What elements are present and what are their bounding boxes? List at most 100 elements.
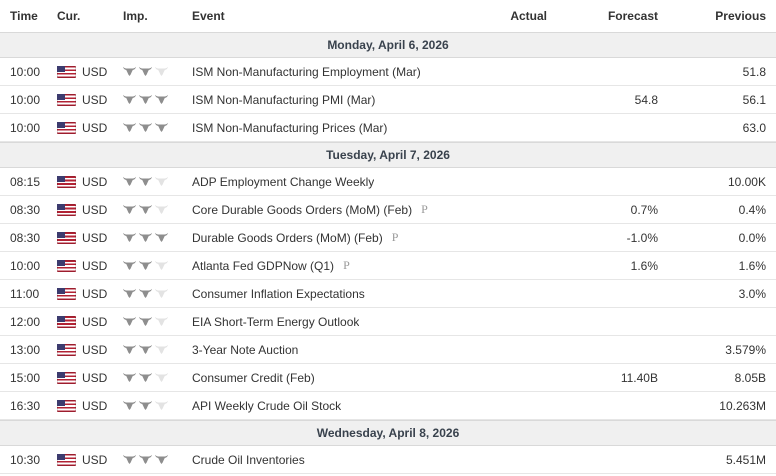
event-link[interactable]: Core Durable Goods Orders (MoM) (Feb) [192,202,413,217]
us-flag-icon [57,203,76,216]
event-link[interactable]: ISM Non-Manufacturing Prices (Mar) [192,120,388,135]
bull-icon [123,372,136,382]
bull-icon [155,288,168,298]
event-time: 08:15 [10,174,41,189]
event-link[interactable]: ISM Non-Manufacturing PMI (Mar) [192,92,376,107]
event-currency: USD [57,343,123,357]
event-cell: ISM Non-Manufacturing PMI (Mar) [192,93,447,107]
bull-icon [123,66,136,76]
event-time: 10:30 [10,452,41,467]
event-row[interactable]: 12:00 USD EIA Short-Term Energy Outlook [0,308,776,336]
event-time: 12:00 [10,314,41,329]
event-link[interactable]: 3-Year Note Auction [192,342,299,357]
currency-code: USD [82,314,108,329]
forecast-value: 1.6% [630,258,658,273]
forecast-value: 0.7% [630,202,658,217]
bull-icon [139,204,152,214]
event-cell: ISM Non-Manufacturing Prices (Mar) [192,121,447,135]
event-row[interactable]: 11:00 USD Consumer Inflation Expectations 3… [0,280,776,308]
bull-icon [139,94,152,104]
bull-icon [155,344,168,354]
event-row[interactable]: 10:00 USD ISM Non-Manufacturing PMI (Mar) 5… [0,86,776,114]
event-currency: USD [57,315,123,329]
previous-value: 3.0% [738,286,766,301]
us-flag-icon [57,175,76,188]
us-flag-icon [57,259,76,272]
bull-icon [139,344,152,354]
event-row[interactable]: 15:00 USD Consumer Credit (Feb) 11.40B 8.05B [0,364,776,392]
currency-code: USD [82,120,108,135]
event-row[interactable]: 10:30 USD Crude Oil Inventories 5.451M [0,446,776,474]
event-link[interactable]: ISM Non-Manufacturing Employment (Mar) [192,64,421,79]
event-currency: USD [57,203,123,217]
bull-icon [155,400,168,410]
us-flag-icon [57,315,76,328]
importance-indicator [123,232,192,243]
previous-value: 0.0% [738,230,766,245]
previous-value: 10.263M [719,398,766,413]
currency-code: USD [82,258,108,273]
event-cell: EIA Short-Term Energy Outlook [192,315,447,329]
us-flag-icon [57,399,76,412]
bull-icon [123,260,136,270]
column-header-previous: Previous [715,9,766,23]
date-separator-row: Wednesday, April 8, 2026 [0,420,776,446]
event-currency: USD [57,399,123,413]
event-link[interactable]: Consumer Credit (Feb) [192,370,315,385]
bull-icon [139,288,152,298]
importance-indicator [123,288,192,299]
previous-value: 1.6% [738,258,766,273]
us-flag-icon [57,453,76,466]
event-link[interactable]: Crude Oil Inventories [192,452,305,467]
event-row[interactable]: 13:00 USD 3-Year Note Auction 3.579% [0,336,776,364]
event-row[interactable]: 08:30 USD Core Durable Goods Orders (MoM) … [0,196,776,224]
event-time: 13:00 [10,342,41,357]
currency-code: USD [82,452,108,467]
event-row[interactable]: 16:30 USD API Weekly Crude Oil Stock 10.263… [0,392,776,420]
event-link[interactable]: API Weekly Crude Oil Stock [192,398,342,413]
bull-icon [155,94,168,104]
event-currency: USD [57,65,123,79]
forecast-value: 54.8 [634,92,658,107]
bull-icon [123,94,136,104]
date-separator-row: Tuesday, April 7, 2026 [0,142,776,168]
bull-icon [139,400,152,410]
bull-icon [123,176,136,186]
bull-icon [123,316,136,326]
event-row[interactable]: 08:15 USD ADP Employment Change Weekly 10.0… [0,168,776,196]
previous-value: 0.4% [738,202,766,217]
importance-indicator [123,344,192,355]
column-header-importance: Imp. [123,9,148,23]
previous-value: 3.579% [725,342,766,357]
event-row[interactable]: 10:00 USD Atlanta Fed GDPNow (Q1) P 1.6% 1.6% [0,252,776,280]
previous-value: 8.05B [734,370,766,385]
importance-indicator [123,454,192,465]
importance-indicator [123,94,192,105]
event-link[interactable]: ADP Employment Change Weekly [192,174,375,189]
event-row[interactable]: 08:30 USD Durable Goods Orders (MoM) (Feb)… [0,224,776,252]
event-row[interactable]: 10:00 USD ISM Non-Manufacturing Employment… [0,58,776,86]
previous-value: 63.0 [742,120,766,135]
event-link[interactable]: EIA Short-Term Energy Outlook [192,314,360,329]
event-currency: USD [57,287,123,301]
event-currency: USD [57,231,123,245]
us-flag-icon [57,371,76,384]
forecast-value: 11.40B [620,370,658,385]
event-row[interactable]: 10:00 USD ISM Non-Manufacturing Prices (Ma… [0,114,776,142]
bull-icon [139,316,152,326]
importance-indicator [123,260,192,271]
us-flag-icon [57,65,76,78]
column-header-currency: Cur. [57,9,81,23]
event-time: 10:00 [10,64,41,79]
event-link[interactable]: Atlanta Fed GDPNow (Q1) [192,258,335,273]
currency-code: USD [82,64,108,79]
bull-icon [123,454,136,464]
column-header-time: Time [10,9,38,23]
column-header-event: Event [192,9,225,23]
event-link[interactable]: Durable Goods Orders (MoM) (Feb) [192,230,383,245]
bull-icon [123,400,136,410]
us-flag-icon [57,287,76,300]
event-cell: Consumer Credit (Feb) [192,371,447,385]
importance-indicator [123,400,192,411]
event-link[interactable]: Consumer Inflation Expectations [192,286,365,301]
